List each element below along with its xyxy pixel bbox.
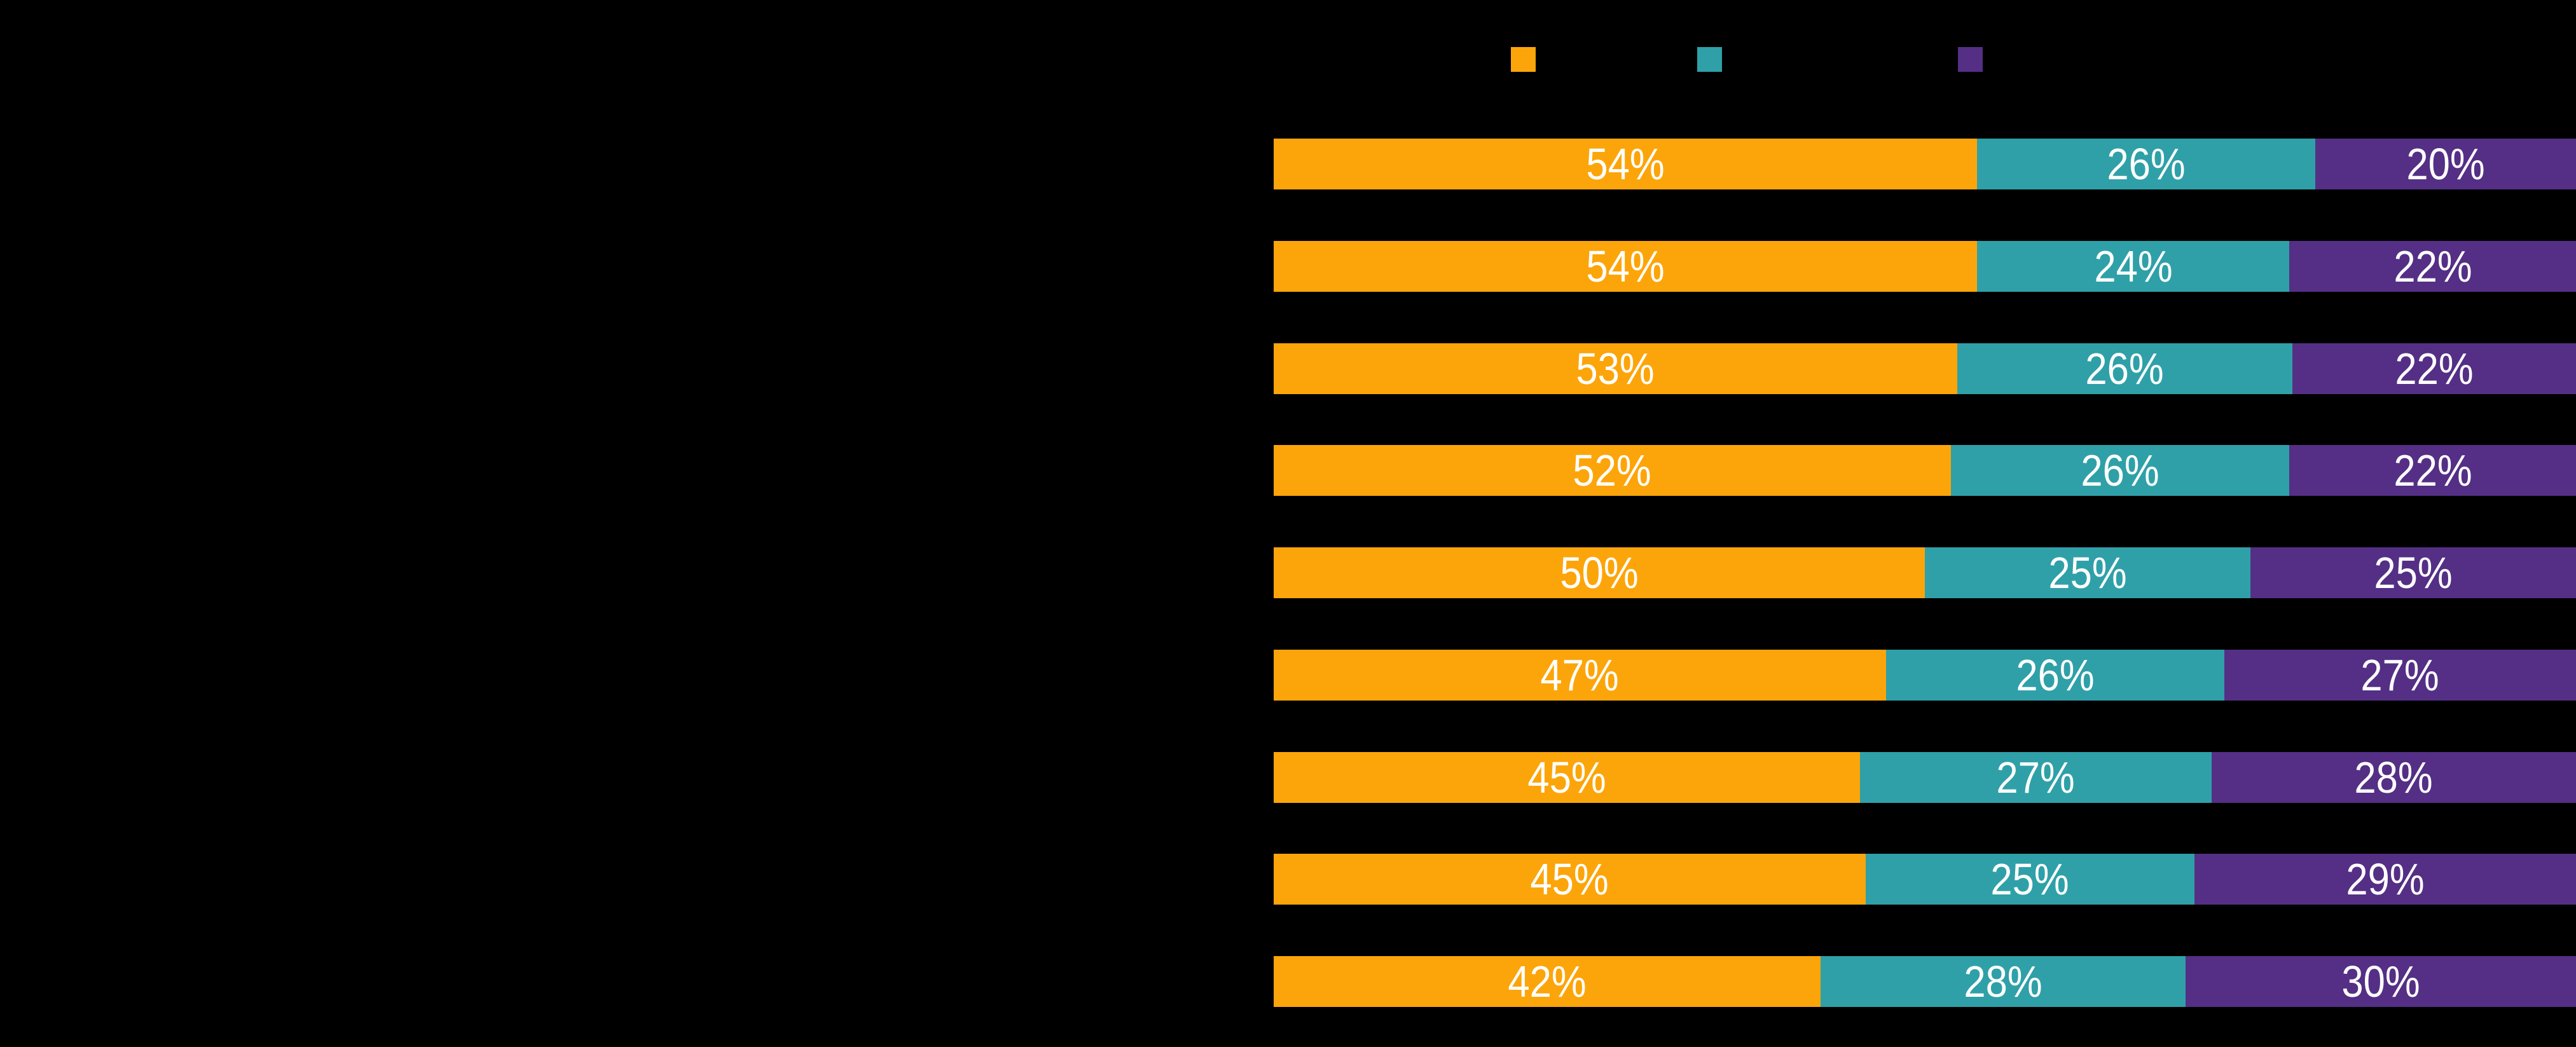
bar-value-label: 22%	[2393, 446, 2472, 495]
bar-value-label: 26%	[2085, 344, 2164, 393]
bar-row: 50% 25% 25%	[1274, 547, 2576, 598]
bar-segment-series2: 26%	[1885, 650, 2225, 701]
bar-row: 53% 26% 22%	[1274, 343, 2576, 394]
bar-value-label: 25%	[1990, 854, 2070, 904]
bar-segment-series3: 22%	[2289, 445, 2576, 496]
legend-swatch-series2	[1697, 47, 1722, 72]
bar-segment-series1: 47%	[1274, 650, 1886, 701]
bar-value-label: 50%	[1560, 548, 1639, 598]
legend-item	[1958, 47, 1994, 72]
bar-value-label: 22%	[2393, 242, 2472, 291]
bar-segment-series3: 28%	[2211, 752, 2576, 803]
bar-row: 42% 28% 30%	[1274, 956, 2576, 1007]
bar-segment-series2: 26%	[1976, 139, 2316, 189]
bar-value-label: 25%	[2048, 548, 2127, 598]
bar-value-label: 45%	[1527, 753, 1606, 802]
bar-value-label: 45%	[1530, 854, 1609, 904]
legend-swatch-series1	[1511, 47, 1536, 72]
bar-value-label: 30%	[2341, 957, 2420, 1006]
bar-value-label: 28%	[2354, 753, 2433, 802]
bar-value-label: 29%	[2346, 854, 2425, 904]
bar-value-label: 27%	[1996, 753, 2075, 802]
bar-segment-series3: 25%	[2250, 547, 2576, 598]
bar-segment-series2: 27%	[1859, 752, 2212, 803]
bar-value-label: 47%	[1540, 650, 1619, 700]
bar-row: 45% 27% 28%	[1274, 752, 2576, 803]
bar-segment-series2: 25%	[1865, 854, 2195, 905]
legend-item	[1511, 47, 1547, 72]
bar-segment-series1: 54%	[1274, 139, 1977, 189]
bar-segment-series3: 29%	[2194, 854, 2576, 905]
bar-row: 54% 24% 22%	[1274, 241, 2576, 292]
bar-segment-series3: 27%	[2224, 650, 2576, 701]
bar-segment-series3: 22%	[2292, 343, 2576, 394]
bar-row: 54% 26% 20%	[1274, 139, 2576, 189]
bar-value-label: 24%	[2094, 242, 2173, 291]
bar-value-label: 25%	[2374, 548, 2453, 598]
bar-segment-series2: 26%	[1950, 445, 2290, 496]
legend-item	[1697, 47, 1733, 72]
bar-value-label: 22%	[2395, 344, 2474, 393]
bar-segment-series2: 28%	[1821, 956, 2186, 1007]
bar-row: 45% 25% 29%	[1274, 854, 2576, 905]
bar-segment-series2: 25%	[1925, 547, 2250, 598]
bar-segment-series1: 53%	[1274, 343, 1957, 394]
bar-value-label: 28%	[1964, 957, 2042, 1006]
bar-segment-series1: 42%	[1274, 956, 1821, 1007]
bar-value-label: 20%	[2406, 139, 2485, 189]
bar-segment-series3: 22%	[2289, 241, 2576, 292]
bar-value-label: 54%	[1586, 242, 1665, 291]
bar-segment-series1: 50%	[1274, 547, 1925, 598]
bar-segment-series3: 30%	[2185, 956, 2576, 1007]
bar-value-label: 26%	[2016, 650, 2095, 700]
bar-segment-series1: 54%	[1274, 241, 1977, 292]
bar-value-label: 53%	[1576, 344, 1655, 393]
bar-segment-series1: 45%	[1274, 752, 1860, 803]
bar-row: 47% 26% 27%	[1274, 650, 2576, 701]
bar-value-label: 42%	[1508, 957, 1587, 1006]
bar-segment-series2: 26%	[1957, 343, 2292, 394]
bar-value-label: 26%	[2081, 446, 2159, 495]
bar-segment-series2: 24%	[1976, 241, 2290, 292]
bar-row: 52% 26% 22%	[1274, 445, 2576, 496]
bar-segment-series1: 45%	[1274, 854, 1866, 905]
bar-value-label: 27%	[2360, 650, 2440, 700]
bar-value-label: 26%	[2107, 139, 2186, 189]
bar-segment-series1: 52%	[1274, 445, 1951, 496]
legend-swatch-series3	[1958, 47, 1983, 72]
bar-segment-series3: 20%	[2315, 139, 2576, 189]
bar-value-label: 52%	[1573, 446, 1652, 495]
bar-value-label: 54%	[1586, 139, 1665, 189]
